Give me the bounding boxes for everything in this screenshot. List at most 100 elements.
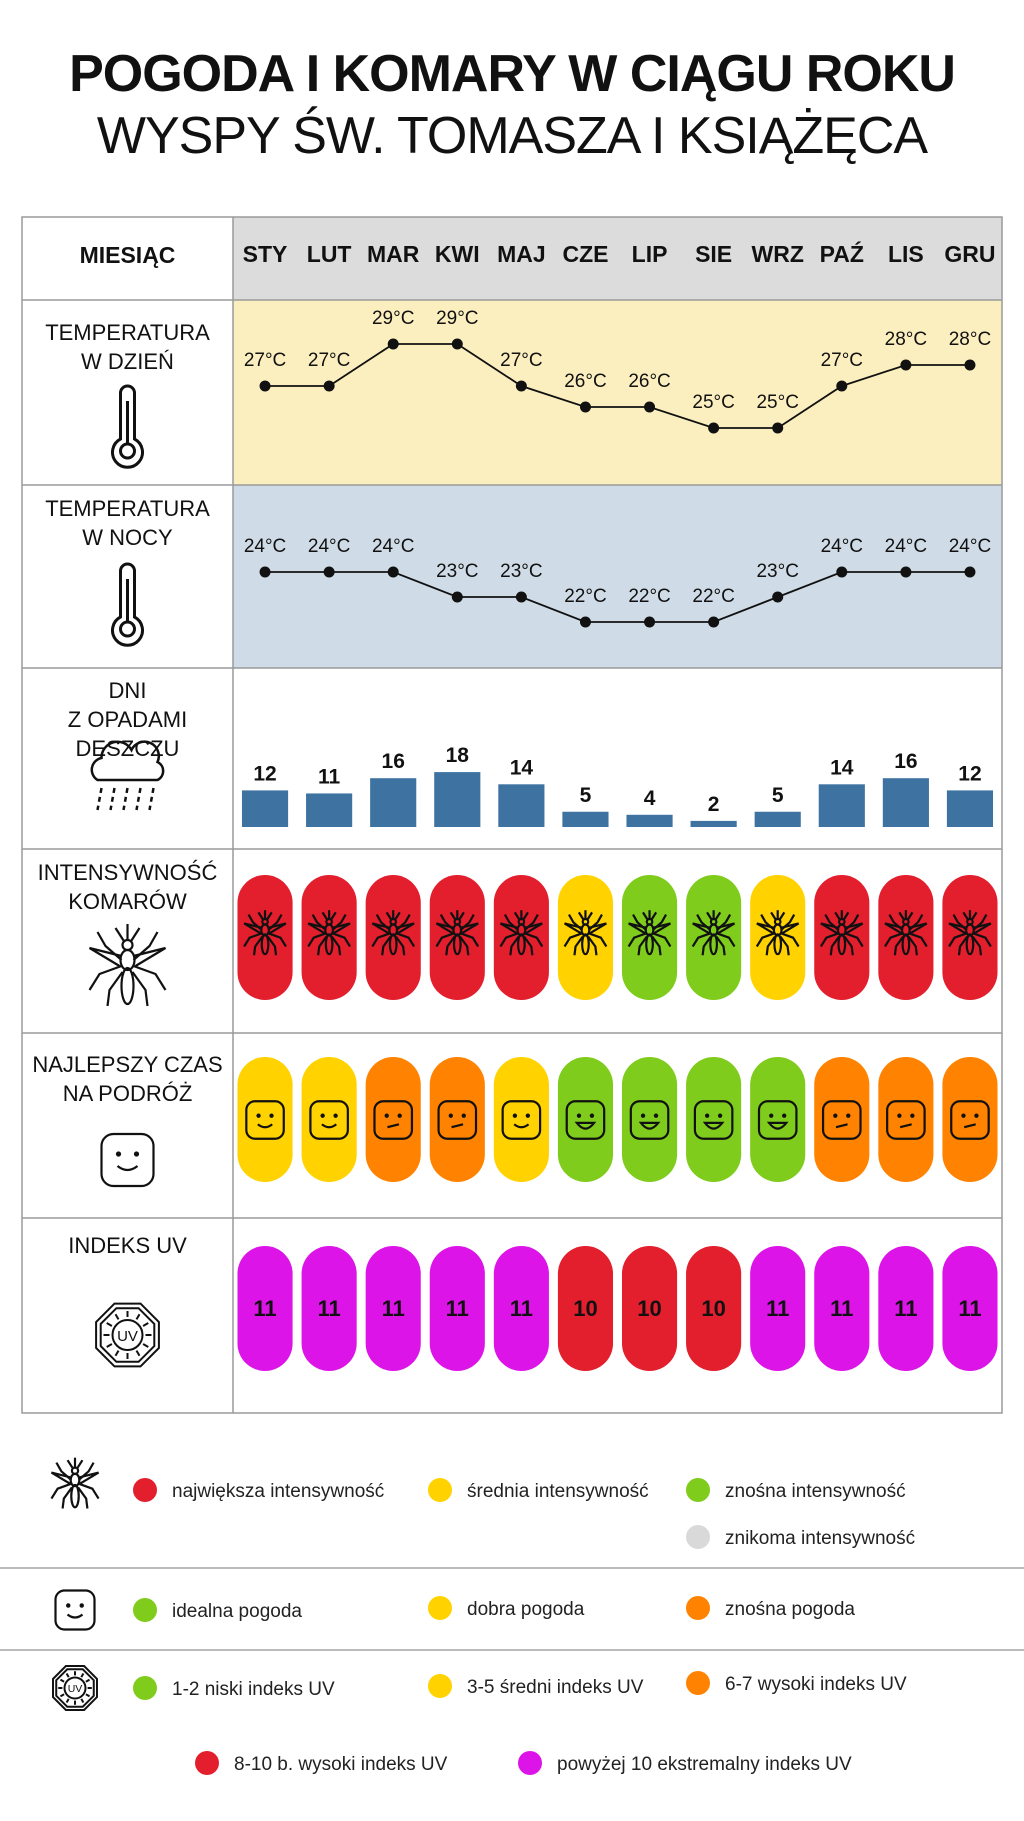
travel-pill (301, 1057, 357, 1182)
mosquito-abdomen (709, 933, 719, 956)
mosquito-abdomen (965, 933, 975, 956)
uv-pill (557, 1246, 614, 1371)
mosquito-icon (371, 910, 416, 956)
travel-pill (493, 1057, 549, 1182)
mosquito-abdomen (260, 933, 270, 956)
uv-value: 11 (382, 1296, 405, 1321)
face-eye (256, 1113, 261, 1118)
uv-ray (85, 1693, 91, 1698)
mosquito-antenna (898, 911, 914, 921)
mosquito-leg (375, 914, 411, 931)
uv-value: 11 (317, 1296, 340, 1321)
mosquito-icon (948, 910, 992, 956)
thermometer-bulb (119, 620, 136, 638)
mosquito-abdomen (388, 933, 398, 956)
mosquito-icon (691, 910, 736, 956)
face-mouth (574, 1121, 597, 1130)
legend-uv-dot (428, 1674, 452, 1698)
day-temp-label: 29°C (436, 308, 478, 329)
face-outline (501, 1100, 542, 1140)
month-header: MAR (367, 241, 420, 267)
mosquito-abdomen (324, 933, 334, 956)
thermometer-icon (111, 562, 144, 647)
night-temp-label: 24°C (821, 536, 863, 557)
mosquito-antenna (642, 911, 658, 921)
mosquito-antenna (770, 911, 786, 921)
smiley-icon (693, 1100, 734, 1140)
day-temp-label: 29°C (372, 308, 414, 329)
mosquito-abdomen (837, 933, 847, 956)
legend-mosquito-dot (686, 1525, 710, 1549)
legend-weather-text: idealna pogoda (172, 1601, 302, 1622)
mosquito-icon (884, 910, 928, 956)
rain-bar (562, 811, 609, 827)
face-eye (846, 1113, 851, 1118)
mosquito-antenna (385, 911, 401, 921)
day-temp-label: 25°C (756, 392, 798, 413)
page-title: POGODA I KOMARY W CIĄGU ROKU (69, 45, 956, 103)
rain-value: 14 (510, 756, 534, 779)
day-temp-point (836, 380, 848, 392)
face-outline (100, 1132, 155, 1188)
night-temp-point (644, 616, 656, 628)
uv-ray (59, 1693, 65, 1698)
mosquito-wing (435, 922, 479, 935)
rain-value: 12 (958, 762, 981, 785)
day-temp-label: 27°C (308, 350, 350, 371)
mosquito-abdomen (773, 933, 783, 956)
thermometer-icon (111, 384, 144, 469)
face-eye (717, 1113, 723, 1118)
smiley-icon (565, 1100, 606, 1140)
night-temp-label: 23°C (500, 561, 542, 582)
face-eye (833, 1113, 838, 1118)
mosquito-wing (628, 922, 672, 935)
legend-uv-dot (518, 1751, 542, 1775)
mosquito-antenna (962, 911, 978, 921)
mosquito-icon (499, 910, 544, 956)
rain-value: 16 (382, 750, 405, 773)
legend-mosquito-icon (50, 1457, 100, 1509)
mosquito-pill (942, 875, 998, 1000)
face-eye (769, 1113, 774, 1118)
face-outline (373, 1100, 414, 1140)
uv-pill (301, 1246, 357, 1371)
uv-pill (878, 1246, 934, 1371)
day-temp-label: 27°C (821, 350, 863, 371)
legend-uv-text: 6-7 wysoki indeks UV (725, 1674, 907, 1695)
face-eye (704, 1113, 710, 1118)
month-header: WRZ (752, 241, 804, 267)
uv-pill (365, 1246, 421, 1371)
rain-cloud-icon (90, 740, 165, 811)
rain-drop (148, 787, 155, 811)
mosquito-icon (307, 910, 351, 956)
night-temp-point (451, 591, 463, 603)
face-mouth (963, 1123, 976, 1129)
rain-value: 16 (894, 750, 917, 773)
rain-drop (96, 787, 103, 811)
night-temp-label: 24°C (949, 536, 991, 557)
mosquito-antenna (834, 911, 850, 921)
smiley-icon (501, 1100, 542, 1140)
face-eye (782, 1113, 787, 1118)
uv-ray (65, 1672, 70, 1678)
mosquito-wing (756, 922, 800, 935)
mosquito-wing (884, 922, 928, 935)
legend-weather-dot (686, 1596, 710, 1620)
legend-uv-dot (133, 1676, 157, 1700)
table-border (21, 216, 1003, 1414)
rain-value: 4 (644, 787, 656, 810)
mosquito-pill (878, 875, 934, 1000)
smiley-icon (757, 1100, 798, 1140)
face-mouth (387, 1123, 400, 1129)
mosquito-pill (686, 875, 742, 1000)
mosquito-leg (952, 914, 988, 931)
travel-pill (621, 1057, 678, 1182)
mosquito-pill (814, 875, 870, 1000)
mosquito-leg (701, 935, 726, 956)
mosquito-antenna (449, 911, 465, 921)
legend-uv-text: powyżej 10 ekstremalny indeks UV (557, 1754, 852, 1775)
uv-ray (106, 1343, 113, 1348)
mosquito-pill (750, 875, 806, 1000)
uv-value: 11 (894, 1296, 917, 1321)
uv-label: INDEKS UV (68, 1233, 187, 1258)
